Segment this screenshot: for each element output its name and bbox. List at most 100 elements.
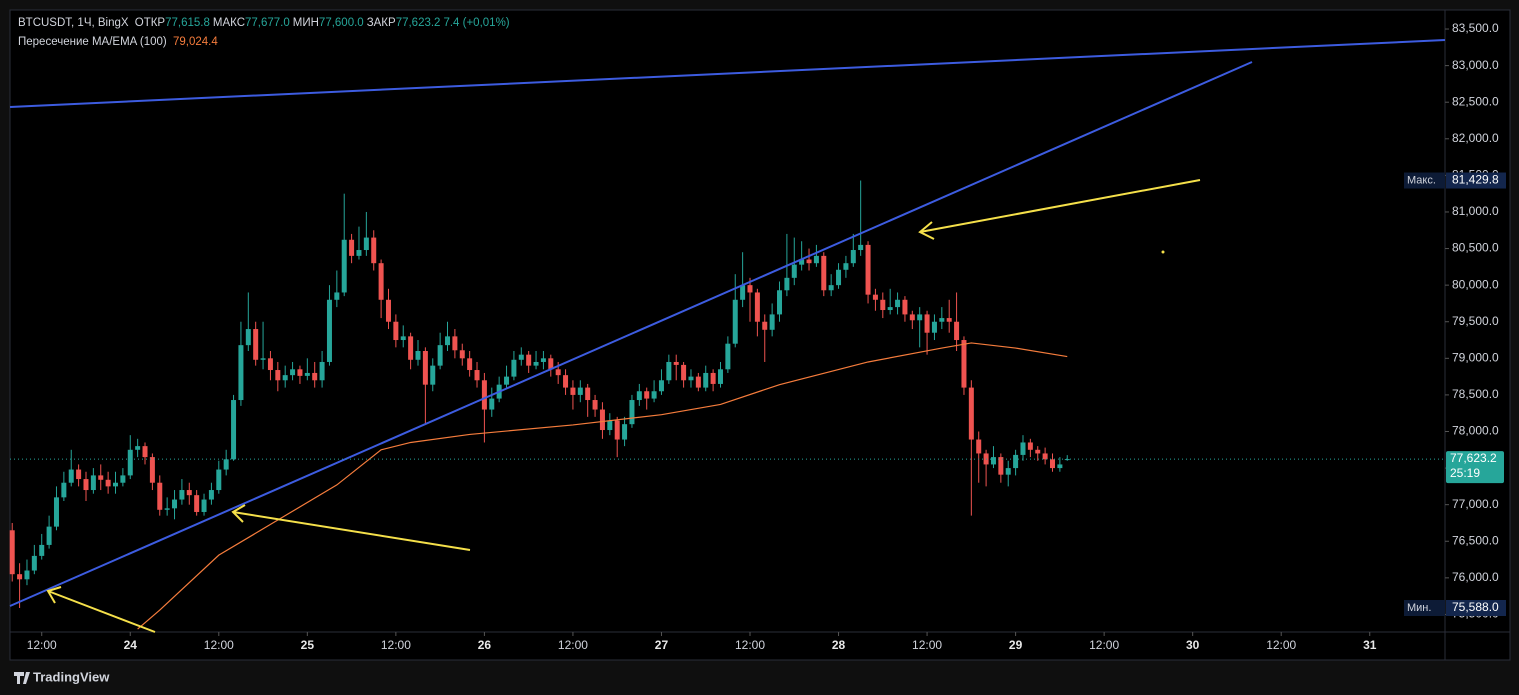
candle-body	[769, 314, 775, 330]
candle-body	[902, 299, 908, 315]
candle-body	[186, 490, 192, 496]
candle-body	[223, 459, 229, 470]
candle-body	[710, 372, 716, 384]
candle-body	[939, 318, 945, 322]
candle-body	[105, 479, 111, 487]
candle-body	[445, 336, 451, 346]
candle-body	[917, 314, 923, 321]
candle-body	[422, 351, 428, 385]
candle-body	[511, 359, 517, 377]
legend-value: 77,623.2	[395, 17, 441, 29]
candle-body	[341, 239, 347, 293]
candle-body	[1035, 449, 1041, 454]
candle-body	[533, 361, 539, 366]
candle-body	[821, 255, 827, 291]
candle-body	[149, 457, 155, 483]
candle-body	[363, 237, 369, 251]
candle-body	[113, 482, 119, 487]
y-tick-label: 77,000.0	[1452, 497, 1499, 511]
price-tags: Макс. 81,429.8 Мин. 75,588.0 77,623.225:19	[10, 172, 1506, 616]
candle-body	[76, 469, 82, 480]
candle-body	[636, 391, 642, 401]
x-tick-label: 28	[832, 638, 846, 652]
drawings	[9, 39, 1446, 633]
candle-body	[267, 358, 273, 371]
candle-body	[843, 263, 849, 270]
legend-value: 77,677.0	[245, 17, 290, 29]
candle-body	[378, 263, 384, 300]
tag-name-bg	[1404, 172, 1445, 189]
plot-area: 75,500.076,000.076,500.077,000.077,500.0…	[9, 21, 1499, 652]
candle-body	[282, 375, 288, 381]
candle-body	[481, 380, 487, 410]
candle-body	[408, 336, 414, 360]
candle-body	[688, 376, 694, 381]
x-tick-label: 12:00	[1266, 638, 1296, 652]
candle-body	[1005, 468, 1011, 475]
candle-body	[592, 400, 598, 410]
candle-body	[504, 376, 510, 385]
legend-key: ОТКР	[134, 17, 166, 29]
candle-body	[799, 259, 805, 265]
candle-body	[577, 387, 583, 395]
candle-body	[887, 307, 893, 311]
candle-body	[90, 475, 96, 491]
logo	[14, 672, 30, 684]
candle-body	[681, 364, 687, 381]
candle-body	[651, 391, 657, 399]
x-tick-label: 24	[124, 638, 138, 652]
candle-body	[1027, 442, 1033, 450]
candle-body	[570, 387, 576, 395]
legend-key: ЗАКР	[366, 17, 396, 29]
candle-body	[238, 345, 244, 401]
candle-body	[467, 358, 473, 371]
candle-body	[61, 482, 67, 498]
candle-body	[673, 361, 679, 365]
x-tick-label: 29	[1009, 638, 1023, 652]
candle-body	[747, 285, 753, 293]
candle-body	[924, 314, 930, 333]
candle-body	[39, 544, 45, 556]
y-tick-label: 81,000.0	[1452, 204, 1499, 218]
y-tick-label: 80,000.0	[1452, 277, 1499, 291]
last-price-tag	[1446, 451, 1504, 484]
candle-body	[356, 250, 362, 256]
candle-body	[304, 372, 310, 376]
trend-line	[9, 39, 1446, 108]
tag-name-bg	[1404, 599, 1445, 616]
candle-body	[415, 351, 421, 360]
y-tick-label: 78,000.0	[1452, 424, 1499, 438]
candle-body	[231, 400, 237, 460]
candle-body	[371, 237, 377, 264]
brand: TradingView	[33, 669, 110, 684]
candle-body	[740, 285, 746, 300]
candle-body	[120, 475, 126, 483]
candle-body	[968, 387, 974, 440]
candle-body	[489, 398, 495, 410]
candle-body	[452, 336, 458, 351]
y-tick-label: 76,000.0	[1452, 570, 1499, 584]
dot	[1161, 250, 1165, 254]
candle-body	[954, 321, 960, 341]
candle-body	[990, 457, 996, 465]
ema-line	[137, 342, 1068, 630]
candle-body	[245, 329, 251, 346]
candle-body	[666, 361, 672, 381]
tag-value: 75,588.0	[1452, 600, 1499, 614]
tag-name: Мин.	[1407, 602, 1431, 614]
candle-body	[791, 264, 797, 278]
candle-body	[1064, 459, 1070, 461]
candle-body	[459, 350, 465, 359]
y-tick-label: 79,000.0	[1452, 350, 1499, 364]
indicator-legend: Пересечение MA/EMA (100) 79,024.4	[18, 36, 221, 48]
candle-body	[658, 380, 664, 392]
arrow	[46, 586, 156, 633]
legend-key: МАКС	[212, 17, 245, 29]
indicator-name: Пересечение MA/EMA (100)	[18, 36, 167, 48]
y-tick-label: 76,500.0	[1452, 533, 1499, 547]
symbol: BTCUSDT, 1Ч, BingX	[18, 17, 129, 29]
candle-body	[400, 336, 406, 341]
candle-body	[607, 420, 613, 431]
candle-body	[1013, 454, 1019, 469]
candle-body	[334, 292, 340, 300]
